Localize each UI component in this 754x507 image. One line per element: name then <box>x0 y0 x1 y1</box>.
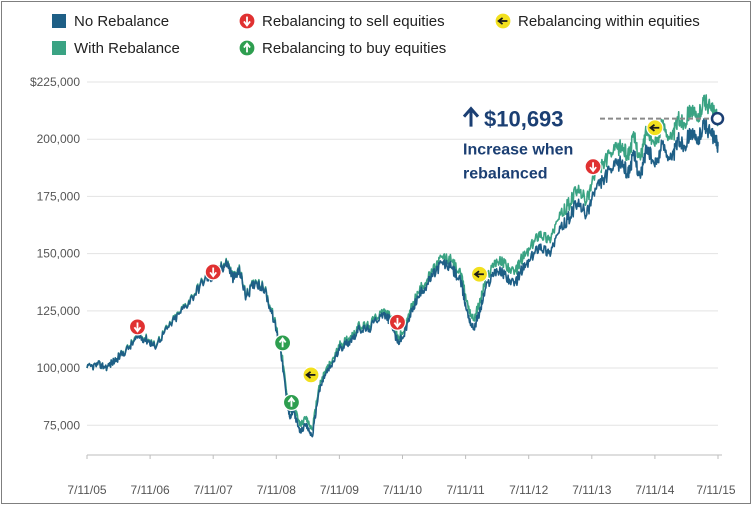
y-tick-label: 125,000 <box>37 304 81 318</box>
series-lines <box>86 94 719 438</box>
sell-legend-icon <box>238 12 256 30</box>
y-tick-label: 175,000 <box>37 189 81 203</box>
rebalance-markers <box>128 119 664 411</box>
sell-marker-7 <box>584 158 602 176</box>
within-marker-6 <box>470 265 489 283</box>
legend-item-with_rebalance: With Rebalance <box>52 40 180 57</box>
within-legend-icon <box>494 12 512 30</box>
sell-marker-0 <box>128 318 147 336</box>
within-marker-4 <box>302 366 320 384</box>
x-tick-label: 7/11/14 <box>635 483 674 497</box>
series-line-no-rebalance <box>86 118 719 438</box>
x-tick-label: 7/11/09 <box>320 483 359 497</box>
annotation-line-2: rebalanced <box>463 166 547 183</box>
buy-marker-3 <box>282 393 301 411</box>
y-axis: $225,000 200,000 175,000 150,000 125,000 100,… <box>30 75 80 432</box>
annotation-value: $10,693 <box>484 107 564 132</box>
legend-item-no_rebalance: No Rebalance <box>52 13 169 30</box>
legend: No Rebalance With Rebalance Rebalancing to… <box>52 12 700 57</box>
x-tick-label: 7/11/13 <box>572 483 611 497</box>
increase-annotation: $10,693 Increase when rebalanced <box>462 106 725 183</box>
x-tick-label: 7/11/07 <box>194 483 233 497</box>
gridlines <box>87 81 718 426</box>
x-tick-label: 7/11/06 <box>131 483 170 497</box>
legend-item-buy: Rebalancing to buy equities <box>238 39 446 57</box>
y-tick-label: 200,000 <box>37 132 81 146</box>
legend-item-sell: Rebalancing to sell equities <box>238 12 445 30</box>
sell-marker-1 <box>204 263 222 281</box>
buy-legend-icon <box>238 39 256 57</box>
sell-marker-5 <box>388 313 407 331</box>
x-tick-label: 7/11/08 <box>257 483 296 497</box>
x-tick-label: 7/11/10 <box>383 483 422 497</box>
annotation-end-marker <box>710 111 725 126</box>
legend-swatch-no_rebalance <box>52 14 66 28</box>
y-tick-label: $225,000 <box>30 75 80 89</box>
x-tick-label: 7/11/12 <box>509 483 548 497</box>
legend-item-within: Rebalancing within equities <box>494 12 700 30</box>
y-tick-label: 100,000 <box>37 361 81 375</box>
legend-label-buy: Rebalancing to buy equities <box>262 40 446 57</box>
legend-label-within: Rebalancing within equities <box>518 13 700 30</box>
legend-label-with_rebalance: With Rebalance <box>74 40 180 57</box>
x-tick-label: 7/11/11 <box>446 483 485 497</box>
y-tick-label: 150,000 <box>37 247 81 261</box>
x-axis: 7/11/05 7/11/06 7/11/07 7/11/08 7/11/09 7/11/… <box>67 454 736 497</box>
x-tick-label: 7/11/05 <box>67 483 106 497</box>
legend-swatch-with_rebalance <box>52 41 66 55</box>
up-arrow-icon <box>462 106 480 127</box>
series-line-with-rebalance <box>86 94 719 431</box>
within-marker-8 <box>646 119 664 137</box>
annotation-line-1: Increase when <box>463 142 573 159</box>
buy-marker-2 <box>274 334 292 352</box>
legend-label-no_rebalance: No Rebalance <box>74 13 169 30</box>
legend-label-sell: Rebalancing to sell equities <box>262 13 445 30</box>
x-tick-label: 7/11/15 <box>696 483 735 497</box>
y-tick-label: 75,000 <box>43 418 80 432</box>
